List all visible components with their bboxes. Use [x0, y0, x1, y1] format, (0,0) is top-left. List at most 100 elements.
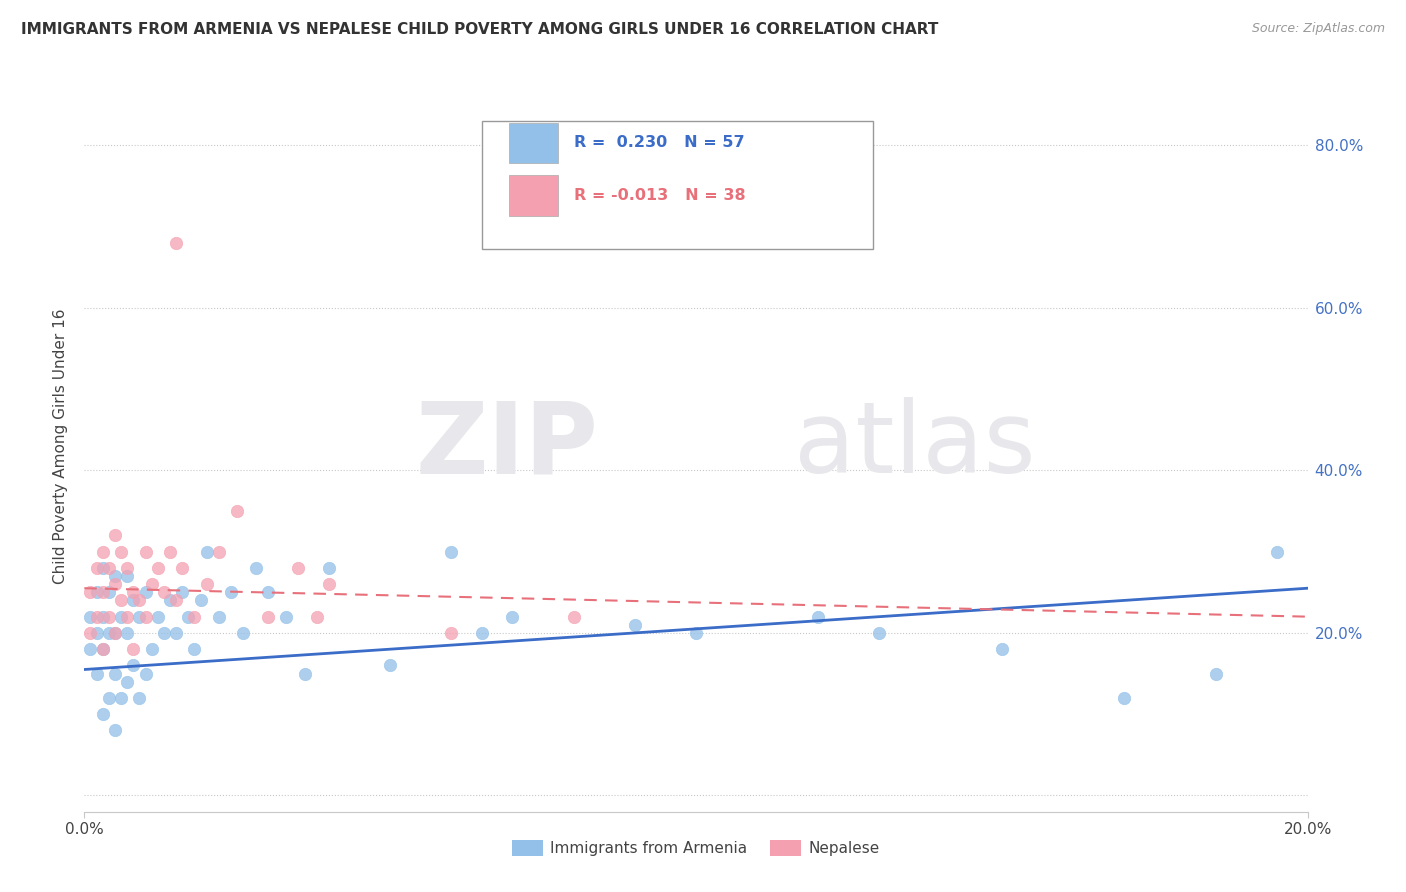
Point	[177, 609, 200, 624]
Point	[141, 642, 163, 657]
Point	[562, 609, 585, 624]
Point	[110, 690, 132, 705]
Point	[104, 569, 127, 583]
Point	[165, 626, 187, 640]
Point	[91, 544, 114, 558]
Point	[79, 609, 101, 624]
Point	[440, 544, 463, 558]
Point	[146, 609, 169, 624]
Point	[122, 585, 145, 599]
Point	[115, 626, 138, 640]
Point	[807, 609, 830, 624]
Point	[159, 593, 181, 607]
Point	[294, 666, 316, 681]
Point	[165, 235, 187, 250]
Point	[1114, 690, 1136, 705]
Point	[86, 626, 108, 640]
FancyBboxPatch shape	[482, 120, 873, 249]
Point	[318, 577, 340, 591]
Point	[991, 642, 1014, 657]
Point	[86, 609, 108, 624]
Point	[305, 609, 328, 624]
Point	[183, 609, 205, 624]
Point	[79, 626, 101, 640]
Point	[115, 569, 138, 583]
Point	[380, 658, 402, 673]
Point	[135, 585, 157, 599]
Point	[91, 585, 114, 599]
Text: R = -0.013   N = 38: R = -0.013 N = 38	[574, 187, 745, 202]
Point	[219, 585, 242, 599]
Point	[86, 585, 108, 599]
Point	[91, 642, 114, 657]
Point	[122, 658, 145, 673]
Point	[276, 609, 298, 624]
Text: IMMIGRANTS FROM ARMENIA VS NEPALESE CHILD POVERTY AMONG GIRLS UNDER 16 CORRELATI: IMMIGRANTS FROM ARMENIA VS NEPALESE CHIL…	[21, 22, 938, 37]
Point	[135, 609, 157, 624]
Point	[245, 561, 267, 575]
Text: ZIP: ZIP	[415, 398, 598, 494]
Point	[122, 642, 145, 657]
Point	[1265, 544, 1288, 558]
Point	[471, 626, 494, 640]
Point	[318, 561, 340, 575]
Point	[128, 593, 150, 607]
Point	[195, 577, 218, 591]
Point	[97, 585, 120, 599]
Point	[869, 626, 891, 640]
Point	[172, 561, 194, 575]
Point	[86, 666, 108, 681]
Point	[153, 585, 176, 599]
Point	[440, 626, 463, 640]
Point	[257, 585, 280, 599]
Point	[104, 626, 127, 640]
Point	[91, 561, 114, 575]
Point	[115, 674, 138, 689]
Point	[79, 585, 101, 599]
Point	[79, 642, 101, 657]
Point	[110, 609, 132, 624]
Text: Source: ZipAtlas.com: Source: ZipAtlas.com	[1251, 22, 1385, 36]
Point	[86, 561, 108, 575]
Point	[104, 626, 127, 640]
Point	[208, 609, 231, 624]
Point	[97, 690, 120, 705]
FancyBboxPatch shape	[509, 123, 558, 163]
Point	[128, 690, 150, 705]
Point	[183, 642, 205, 657]
Point	[115, 561, 138, 575]
Point	[257, 609, 280, 624]
Point	[104, 666, 127, 681]
Legend: Immigrants from Armenia, Nepalese: Immigrants from Armenia, Nepalese	[506, 834, 886, 863]
Text: R =  0.230   N = 57: R = 0.230 N = 57	[574, 135, 744, 150]
Point	[135, 544, 157, 558]
Point	[141, 577, 163, 591]
FancyBboxPatch shape	[509, 176, 558, 216]
Point	[122, 593, 145, 607]
Y-axis label: Child Poverty Among Girls Under 16: Child Poverty Among Girls Under 16	[53, 309, 69, 583]
Point	[115, 609, 138, 624]
Point	[165, 593, 187, 607]
Point	[104, 723, 127, 738]
Point	[502, 609, 524, 624]
Point	[146, 561, 169, 575]
Point	[159, 544, 181, 558]
Point	[153, 626, 176, 640]
Point	[1205, 666, 1227, 681]
Point	[226, 504, 249, 518]
Point	[97, 626, 120, 640]
Point	[97, 609, 120, 624]
Point	[287, 561, 309, 575]
Point	[91, 642, 114, 657]
Point	[685, 626, 707, 640]
Point	[232, 626, 254, 640]
Point	[624, 617, 647, 632]
Text: atlas: atlas	[794, 398, 1035, 494]
Point	[135, 666, 157, 681]
Point	[104, 528, 127, 542]
Point	[97, 561, 120, 575]
Point	[110, 593, 132, 607]
Point	[190, 593, 212, 607]
Point	[91, 609, 114, 624]
Point	[172, 585, 194, 599]
